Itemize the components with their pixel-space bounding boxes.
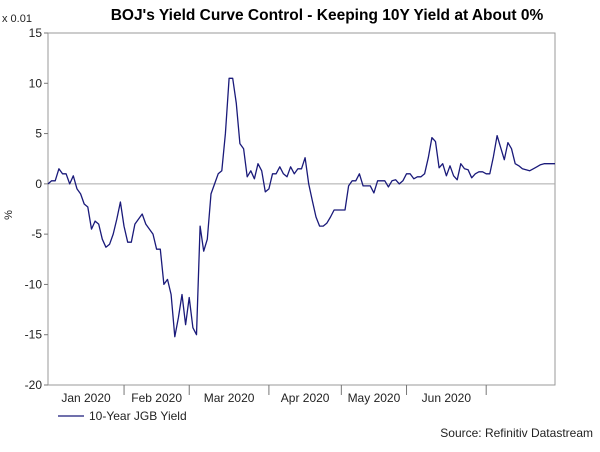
y-tick-label: 10 <box>29 76 43 90</box>
x-month-label: Jun 2020 <box>422 391 472 405</box>
x-month-label: Feb 2020 <box>131 391 182 405</box>
x-month-label: Jan 2020 <box>61 391 111 405</box>
x-month-label: Apr 2020 <box>281 391 330 405</box>
y-tick-label: 15 <box>29 26 43 40</box>
y-tick-label: 0 <box>35 177 42 191</box>
y-tick-label: -5 <box>31 227 42 241</box>
series-line-10y-jgb-yield <box>47 77 555 338</box>
x-axis-ticks: Jan 2020 Feb 2020 Mar 2020 Apr 2020 May 2020… <box>61 385 487 405</box>
scale-label: x 0.01 <box>2 13 32 25</box>
y-tick-label: -10 <box>25 277 43 291</box>
y-axis-label: % <box>3 210 15 220</box>
y-tick-label: 5 <box>35 127 42 141</box>
x-month-label: Mar 2020 <box>204 391 255 405</box>
x-month-label: May 2020 <box>348 391 401 405</box>
y-tick-label: -20 <box>25 378 43 392</box>
plot-frame <box>47 32 556 386</box>
legend-label: 10-Year JGB Yield <box>89 409 187 423</box>
y-axis-ticks: 15 10 5 0 -5 -10 -15 -20 <box>25 26 48 392</box>
y-tick-label: -15 <box>25 328 43 342</box>
chart-title: BOJ's Yield Curve Control - Keeping 10Y … <box>111 7 544 24</box>
source-note: Source: Refinitiv Datastream <box>440 426 593 440</box>
